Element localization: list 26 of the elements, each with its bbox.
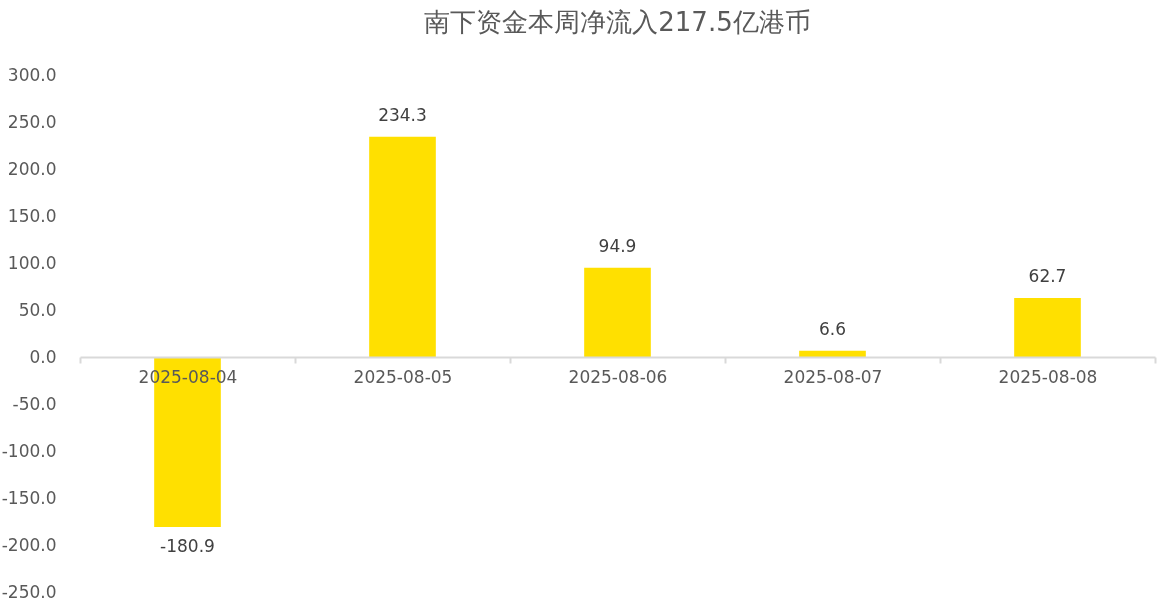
y-tick-label: 100.0 bbox=[7, 252, 57, 273]
y-tick-label: 50.0 bbox=[18, 299, 57, 320]
chart-title: 南下资金本周净流入217.5亿港币 bbox=[424, 7, 811, 37]
y-tick-label: -250.0 bbox=[1, 581, 57, 602]
data-label: 6.6 bbox=[818, 318, 847, 339]
y-tick-label: -150.0 bbox=[1, 487, 57, 508]
x-tick-label: 2025-08-05 bbox=[353, 366, 453, 387]
y-tick-label: -50.0 bbox=[12, 393, 57, 414]
y-tick-label: 150.0 bbox=[7, 205, 57, 226]
y-tick-label: -200.0 bbox=[1, 534, 57, 555]
data-label: 94.9 bbox=[598, 235, 637, 256]
x-tick-label: 2025-08-07 bbox=[783, 366, 883, 387]
bar bbox=[1014, 298, 1081, 357]
data-label: 62.7 bbox=[1028, 266, 1067, 287]
x-tick-label: 2025-08-08 bbox=[998, 366, 1098, 387]
data-label: 234.3 bbox=[378, 104, 427, 125]
x-tick-label: 2025-08-06 bbox=[568, 366, 668, 387]
data-label: -180.9 bbox=[160, 536, 215, 557]
bar bbox=[799, 350, 866, 357]
y-tick-label: 0.0 bbox=[29, 346, 57, 367]
y-tick-label: 200.0 bbox=[7, 158, 57, 179]
bar bbox=[369, 136, 436, 357]
y-tick-label: 300.0 bbox=[7, 64, 57, 85]
y-tick-label: 250.0 bbox=[7, 111, 57, 132]
y-tick-label: -100.0 bbox=[1, 440, 57, 461]
bar bbox=[584, 267, 651, 357]
